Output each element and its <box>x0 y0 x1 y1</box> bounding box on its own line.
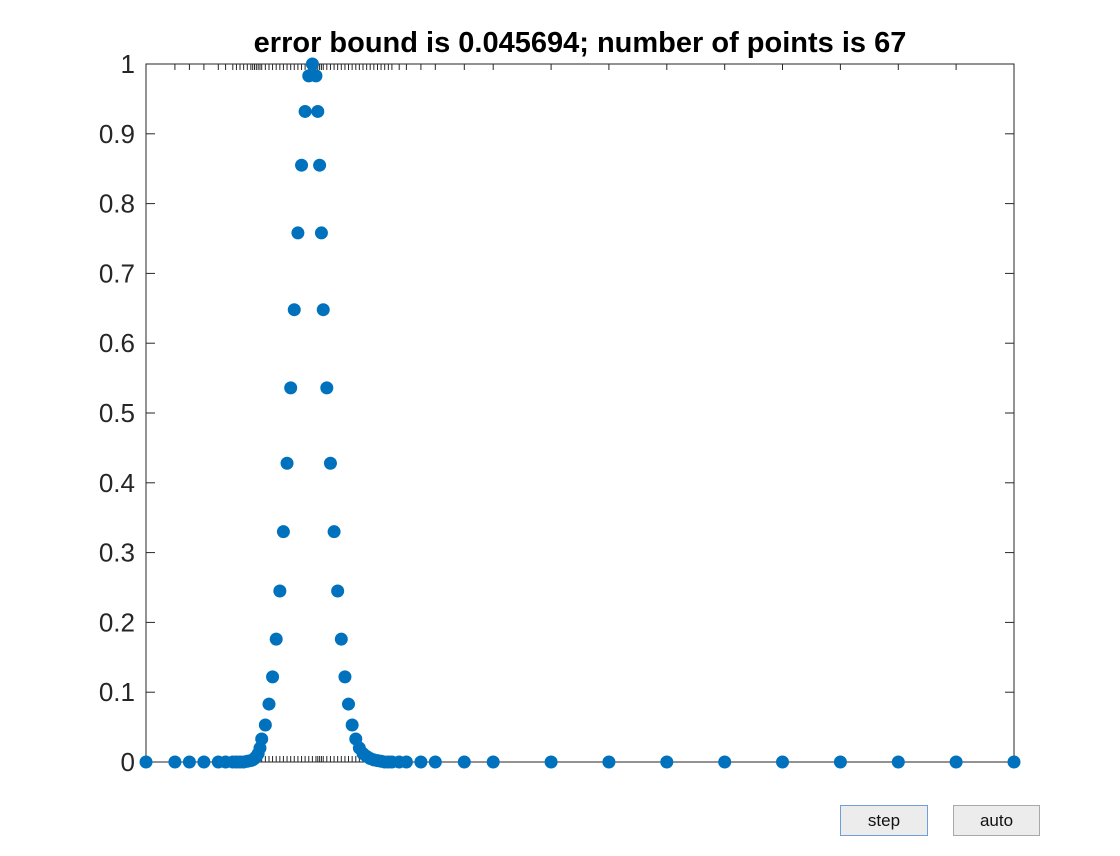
y-tick-label: 0.7 <box>99 258 135 288</box>
y-tick-label: 0.2 <box>99 607 135 637</box>
data-point <box>276 525 290 539</box>
data-point <box>316 303 330 317</box>
data-point <box>320 381 334 395</box>
data-point <box>602 755 616 769</box>
data-point <box>280 456 294 470</box>
data-point <box>486 755 500 769</box>
y-tick-label: 0.4 <box>99 468 135 498</box>
data-series <box>139 57 1021 769</box>
y-axis: 0 0.1 0.2 0.3 0.4 0.5 0.6 0.7 0.8 0.9 1 <box>99 49 1014 777</box>
data-point <box>544 755 558 769</box>
data-point <box>273 584 287 598</box>
data-point <box>949 755 963 769</box>
data-point <box>314 226 328 240</box>
data-point <box>305 57 319 71</box>
data-point <box>323 456 337 470</box>
data-point <box>266 670 280 684</box>
data-point <box>139 755 153 769</box>
y-tick-label: 0.1 <box>99 677 135 707</box>
auto-button[interactable]: auto <box>953 805 1040 836</box>
data-point <box>399 755 413 769</box>
data-point <box>334 632 348 646</box>
data-point <box>298 104 312 118</box>
data-point <box>255 732 269 746</box>
y-tick-label: 0 <box>121 747 135 777</box>
data-point <box>269 632 283 646</box>
data-point <box>182 755 196 769</box>
chart-title: error bound is 0.045694; number of point… <box>254 27 907 59</box>
data-point <box>258 718 272 732</box>
data-point <box>833 755 847 769</box>
data-point <box>414 755 428 769</box>
y-tick-label: 0.6 <box>99 328 135 358</box>
data-point <box>309 69 323 83</box>
y-tick-label: 0.8 <box>99 189 135 219</box>
data-point <box>718 755 732 769</box>
data-point <box>776 755 790 769</box>
data-point <box>295 158 309 172</box>
y-tick-label: 1 <box>121 49 135 79</box>
data-point <box>338 670 352 684</box>
data-point <box>262 697 276 711</box>
plot-area <box>145 63 1015 763</box>
x-axis-minor-ticks <box>145 64 1015 762</box>
data-point <box>660 755 674 769</box>
y-tick-label: 0.3 <box>99 538 135 568</box>
data-point <box>197 755 211 769</box>
data-point <box>457 755 471 769</box>
data-point <box>284 381 298 395</box>
data-point <box>327 525 341 539</box>
data-point <box>331 584 345 598</box>
y-tick-label: 0.5 <box>99 398 135 428</box>
data-point <box>1007 755 1021 769</box>
data-point <box>287 303 301 317</box>
data-point <box>428 755 442 769</box>
data-point <box>891 755 905 769</box>
data-point <box>345 718 359 732</box>
y-tick-label: 0.9 <box>99 119 135 149</box>
data-point <box>342 697 356 711</box>
data-point <box>291 226 305 240</box>
data-point <box>313 158 327 172</box>
data-point <box>311 104 325 118</box>
step-button[interactable]: step <box>840 805 928 836</box>
data-point <box>168 755 182 769</box>
